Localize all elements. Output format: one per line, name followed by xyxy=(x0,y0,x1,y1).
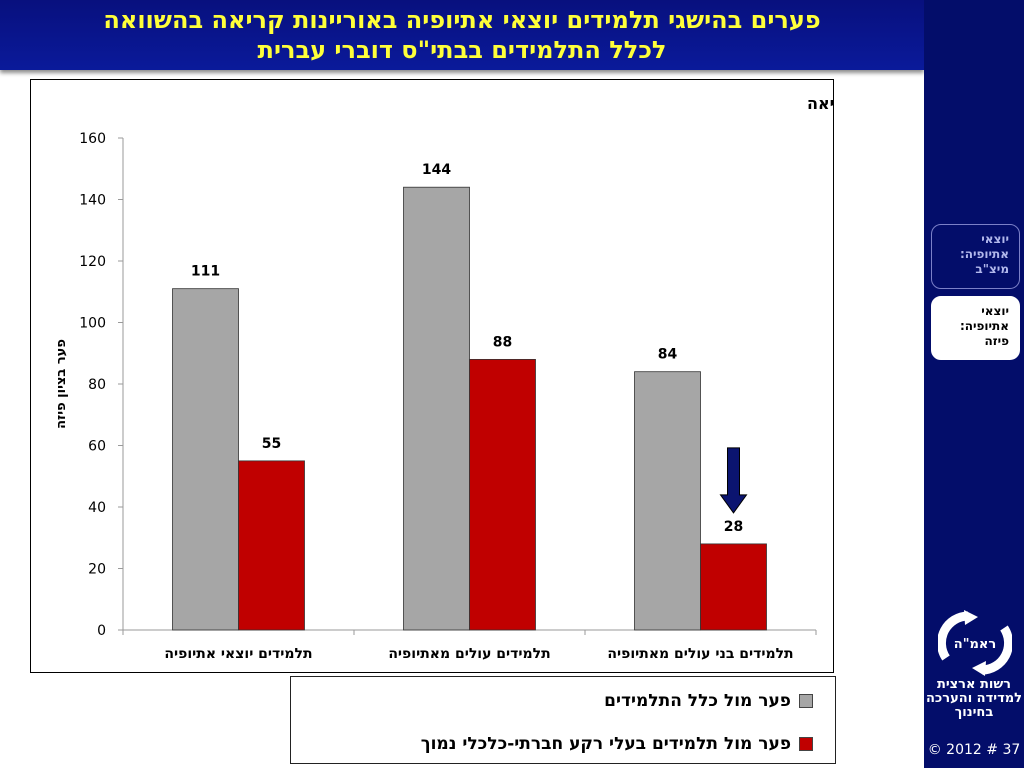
bar-low-ses xyxy=(238,460,305,631)
sidebar-item-pisa[interactable]: יוצאי אתיופיה: פיזה xyxy=(931,296,1020,360)
bar-low-ses xyxy=(469,358,536,631)
bar-value-label: 111 xyxy=(191,264,220,280)
y-tick-label: 60 xyxy=(88,439,106,455)
legend-item-low-ses: פער מול תלמידים בעלי רקע חברתי-כלכלי נמו… xyxy=(421,734,813,754)
y-tick-label: 0 xyxy=(97,623,106,639)
chart-title: קריאה xyxy=(807,94,835,113)
y-tick-label: 100 xyxy=(79,316,106,332)
title-bar: פערים בהישגי תלמידים יוצאי אתיופיה באורי… xyxy=(0,0,924,70)
chart-legend: פער מול כלל התלמידים פער מול תלמידים בעל… xyxy=(290,676,836,764)
bar-value-label: 55 xyxy=(262,436,281,452)
y-tick-label: 120 xyxy=(79,254,106,270)
y-tick-label: 80 xyxy=(88,377,106,393)
copyright-page-number: © 2012 # 37 xyxy=(927,742,1021,758)
org-name: רשות ארצית למדידה והערכה בחינוך xyxy=(925,677,1022,720)
down-arrow-icon xyxy=(719,447,748,514)
rama-logo-icon: ראמ"ה xyxy=(938,610,1012,676)
y-tick-label: 20 xyxy=(88,562,106,578)
y-tick-label: 140 xyxy=(79,193,106,209)
bar-low-ses xyxy=(700,543,767,631)
slide-title-line-1: פערים בהישגי תלמידים יוצאי אתיופיה באורי… xyxy=(103,6,821,34)
y-tick-label: 160 xyxy=(79,131,106,147)
bar-all-students xyxy=(403,186,470,631)
bar-all-students xyxy=(172,288,239,631)
bar-all-students xyxy=(634,371,701,631)
bar-value-label: 88 xyxy=(493,334,512,350)
legend-label-all-students: פער מול כלל התלמידים xyxy=(604,691,791,711)
legend-swatch-gray xyxy=(799,694,813,708)
bar-value-label: 28 xyxy=(724,519,743,535)
y-tick-label: 40 xyxy=(88,500,106,516)
legend-item-all-students: פער מול כלל התלמידים xyxy=(604,691,813,711)
legend-label-low-ses: פער מול תלמידים בעלי רקע חברתי-כלכלי נמו… xyxy=(420,734,791,754)
x-category-label: תלמידים בני עולים מאתיופיה xyxy=(607,646,793,662)
chart-frame: קריאה פער בציון פיזה 0 20 40 60 80 100 120 140 160… xyxy=(30,79,856,673)
logo-text: ראמ"ה xyxy=(954,637,996,652)
x-category-label: תלמידים עולים מאתיופיה xyxy=(388,646,550,662)
sidebar-item-meitzav[interactable]: יוצאי אתיופיה: מיצ"ב xyxy=(931,224,1020,289)
x-category-label: תלמידים יוצאי אתיופיה xyxy=(164,646,312,662)
slide-title-line-2: לכלל התלמידים בבתי"ס דוברי עברית xyxy=(257,36,667,64)
y-axis-label: פער בציון פיזה xyxy=(54,339,69,429)
bar-value-label: 84 xyxy=(658,347,678,363)
bar-value-label: 144 xyxy=(422,162,451,178)
bar-chart: קריאה פער בציון פיזה 0 20 40 60 80 100 120 140 160… xyxy=(54,94,856,662)
legend-swatch-red xyxy=(799,737,813,751)
